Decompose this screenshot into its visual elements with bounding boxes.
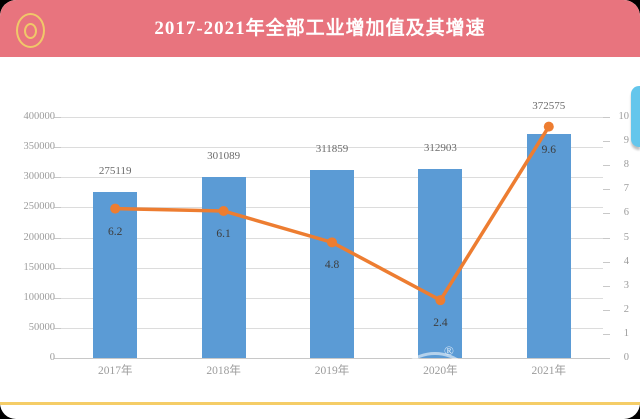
y-axis-tick-left — [54, 358, 61, 359]
y-axis-label-left: 0 — [49, 352, 55, 363]
y-axis-tick-left — [54, 177, 61, 179]
y-axis-label-left: 50000 — [28, 321, 55, 333]
y-axis-label-right: 7 — [623, 183, 629, 195]
scrollbar-thumb[interactable] — [631, 86, 640, 147]
y-axis-tick-right — [603, 213, 610, 215]
y-axis-tick-right — [603, 141, 610, 143]
y-axis-label-left: 100000 — [23, 291, 56, 303]
bottom-accent-line — [0, 402, 640, 405]
bar-value-label: 275119 — [98, 165, 132, 178]
concentric-circles-icon — [16, 13, 45, 48]
y-axis-label-left: 150000 — [23, 261, 56, 273]
y-axis-tick-right — [603, 237, 610, 239]
y-axis-tick-right — [603, 261, 610, 263]
x-axis-label-2019年: 2019年 — [314, 365, 350, 377]
y-axis-tick-left — [54, 297, 61, 299]
y-axis-tick-right — [603, 189, 610, 191]
y-axis-label-left: 350000 — [23, 141, 56, 153]
y-axis-tick-right — [603, 285, 610, 287]
y-axis-label-right: 6 — [623, 207, 629, 219]
y-axis-tick-left — [54, 237, 61, 239]
y-axis-tick-left — [54, 267, 61, 269]
y-axis-label-right: 8 — [623, 159, 629, 171]
y-axis-label-right: 1 — [623, 327, 629, 339]
line-value-label: 4.8 — [324, 259, 340, 272]
x-axis-label-2020年: 2020年 — [423, 365, 458, 377]
y-axis-tick-left — [54, 207, 61, 209]
y-axis-tick-left — [54, 327, 61, 329]
y-axis-tick-right — [603, 333, 610, 335]
line-value-label: 6.1 — [216, 227, 231, 240]
gridline — [61, 117, 603, 118]
y-axis-label-right: 10 — [618, 111, 630, 122]
y-axis-label-right: 4 — [623, 255, 629, 267]
y-axis-tick-right — [603, 309, 610, 311]
bar-value-label: 372575 — [532, 99, 566, 112]
y-axis-tick-right — [603, 165, 610, 167]
header-banner: 2017-2021年全部工业增加值及其增速 — [0, 0, 640, 57]
line-value-label: 6.2 — [108, 225, 123, 238]
y-axis-label-right: 3 — [623, 279, 629, 291]
x-axis-label-2017年: 2017年 — [97, 365, 133, 377]
y-axis-tick-right — [603, 117, 610, 118]
chart-title: 2017-2021年全部工业增加值及其增速 — [154, 18, 486, 39]
y-axis-tick-left — [54, 147, 61, 149]
x-axis-line — [61, 358, 609, 359]
y-axis-label-left: 400000 — [23, 111, 56, 122]
line-value-label: 9.6 — [541, 143, 556, 156]
y-axis-label-left: 200000 — [23, 231, 56, 243]
x-axis-label-2018年: 2018年 — [206, 365, 241, 377]
y-axis-label-right: 9 — [623, 135, 629, 147]
y-axis-label-left: 300000 — [23, 171, 56, 183]
y-axis-tick-left — [54, 117, 61, 118]
line-value-label: 2.4 — [433, 317, 448, 330]
y-axis-label-left: 250000 — [23, 201, 56, 213]
bar-value-label: 312903 — [423, 142, 457, 155]
bar-value-label: 301089 — [207, 149, 241, 162]
y-axis-label-right: 0 — [623, 352, 629, 363]
y-axis-tick-right — [603, 358, 610, 359]
y-axis-label-right: 2 — [623, 303, 629, 315]
y-axis-label-right: 5 — [623, 231, 629, 243]
concentric-circles-icon-inner — [24, 22, 37, 39]
x-axis-label-2021年: 2021年 — [531, 365, 567, 377]
bar-value-label: 311859 — [315, 143, 349, 156]
